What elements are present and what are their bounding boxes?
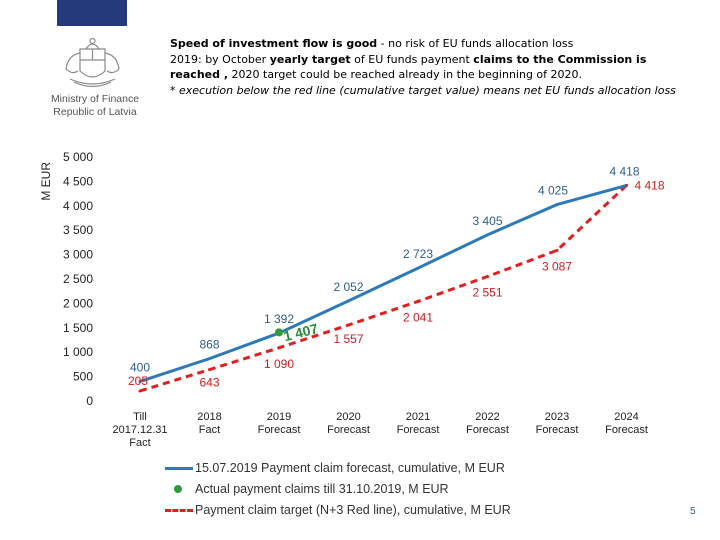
actual-claims-point (275, 328, 283, 337)
forecast-series-line (139, 183, 627, 383)
forecast-point (138, 379, 142, 383)
target-point (555, 248, 559, 252)
header-rest-2: 2020 target could be reached already in … (228, 68, 583, 81)
y-tick-label: 5 000 (63, 150, 93, 164)
payment-claims-chart: M EUR 0 500 1 000 1 500 2 000 2 500 3 000 3 500 4… (39, 150, 665, 449)
forecast-data-label: 2 052 (333, 280, 363, 294)
x-tick-label: 2018 (197, 411, 221, 423)
y-tick-label: 4 000 (63, 199, 93, 213)
x-tick-label: 2017.12.31 (112, 424, 167, 436)
legend-swatch-dot (165, 483, 193, 495)
header-bold-2a: yearly target (269, 52, 351, 66)
target-data-label: 1 090 (264, 357, 294, 371)
legend-label-forecast: 15.07.2019 Payment claim forecast, cumul… (195, 460, 505, 475)
x-tick-label: 2024 (614, 411, 638, 423)
y-tick-label: 0 (86, 394, 93, 408)
forecast-point (347, 299, 350, 303)
x-tick-label: Forecast (605, 424, 648, 436)
header-line-2: 2019: by October yearly target of EU fun… (170, 52, 690, 83)
x-tick-label: Forecast (466, 424, 509, 436)
x-tick-label: 2022 (475, 411, 499, 423)
target-data-label: 643 (199, 376, 219, 390)
ministry-line-1: Ministry of Finance (50, 93, 140, 105)
y-tick-label: 1 500 (63, 321, 93, 335)
coat-of-arms-icon (65, 37, 120, 88)
header-mid-2: of EU funds payment (350, 52, 474, 66)
forecast-point (208, 357, 211, 361)
target-point (138, 389, 142, 393)
legend-label-target: Payment claim target (N+3 Red line), cum… (195, 502, 511, 517)
forecast-data-label: 4 025 (538, 184, 568, 198)
header-bold-2b: claims to the Commission is reached , (170, 52, 647, 82)
y-tick-label: 3 000 (63, 248, 93, 262)
x-tick-label: 2020 (336, 411, 360, 423)
forecast-data-label: 868 (199, 338, 219, 352)
target-point (486, 275, 489, 279)
legend-item-actual: Actual payment claims till 31.10.2019, M… (165, 478, 511, 499)
target-point (277, 346, 281, 350)
x-tick-label: Fact (129, 437, 150, 449)
x-tick-label: Forecast (397, 424, 440, 436)
header-note-text: * execution below the red line (cumulati… (170, 83, 676, 97)
y-tick-label: 500 (73, 370, 93, 384)
x-tick-label: Forecast (536, 424, 579, 436)
x-tick-label: 2021 (406, 411, 430, 423)
slide-header: Speed of investment flow is good - no ri… (170, 36, 690, 98)
y-tick-label: 3 500 (63, 223, 93, 237)
latvian-flag (57, 0, 127, 26)
target-point (416, 299, 420, 303)
legend-swatch-dashed-line (165, 504, 193, 516)
ministry-label: Ministry of Finance Republic of Latvia (50, 93, 140, 119)
y-tick-label: 1 000 (63, 345, 93, 359)
target-data-label: 3 087 (542, 259, 572, 273)
x-tick-label: 2019 (267, 411, 291, 423)
forecast-data-label: 4 418 (609, 164, 639, 178)
target-data-label: 2 551 (472, 286, 502, 300)
forecast-data-label: 400 (130, 360, 150, 374)
forecast-point (486, 233, 489, 237)
target-data-label: 2 041 (403, 310, 433, 324)
forecast-point (416, 266, 420, 270)
header-bold-1: Speed of investment flow is good (170, 37, 378, 50)
target-point (208, 368, 211, 372)
page-number: 5 (690, 506, 696, 517)
header-line-1: Speed of investment flow is good - no ri… (170, 36, 690, 52)
target-point (347, 323, 350, 327)
legend-item-target: Payment claim target (N+3 Red line), cum… (165, 499, 511, 520)
x-tick-label: Fact (199, 424, 220, 436)
forecast-point (555, 203, 559, 207)
y-tick-label: 4 500 (63, 174, 93, 188)
y-tick-label: 2 000 (63, 296, 93, 310)
y-axis-label: M EUR (39, 162, 53, 201)
target-data-label: 205 (128, 374, 148, 388)
x-tick-label: 2023 (545, 411, 569, 423)
target-data-label: 1 557 (333, 332, 363, 346)
target-data-label: 4 418 (635, 178, 665, 192)
target-point (625, 183, 628, 187)
target-series-line (139, 184, 628, 393)
x-tick-label: Forecast (258, 424, 301, 436)
header-pre-2: 2019: by October (170, 52, 270, 66)
chart-legend: 15.07.2019 Payment claim forecast, cumul… (165, 457, 511, 520)
header-note: * execution below the red line (cumulati… (170, 83, 690, 99)
x-tick-label: Till (133, 411, 147, 423)
header-rest-1: - no risk of EU funds allocation loss (377, 37, 574, 50)
y-tick-label: 2 500 (63, 272, 93, 286)
ministry-line-2: Republic of Latvia (53, 106, 137, 118)
x-tick-label: Forecast (327, 424, 370, 436)
forecast-data-label: 3 405 (472, 214, 502, 228)
legend-swatch-solid-line (165, 462, 193, 474)
legend-label-actual: Actual payment claims till 31.10.2019, M… (195, 481, 449, 496)
forecast-data-label: 2 723 (403, 247, 433, 261)
forecast-data-label: 1 392 (264, 312, 294, 326)
legend-item-forecast: 15.07.2019 Payment claim forecast, cumul… (165, 457, 511, 478)
